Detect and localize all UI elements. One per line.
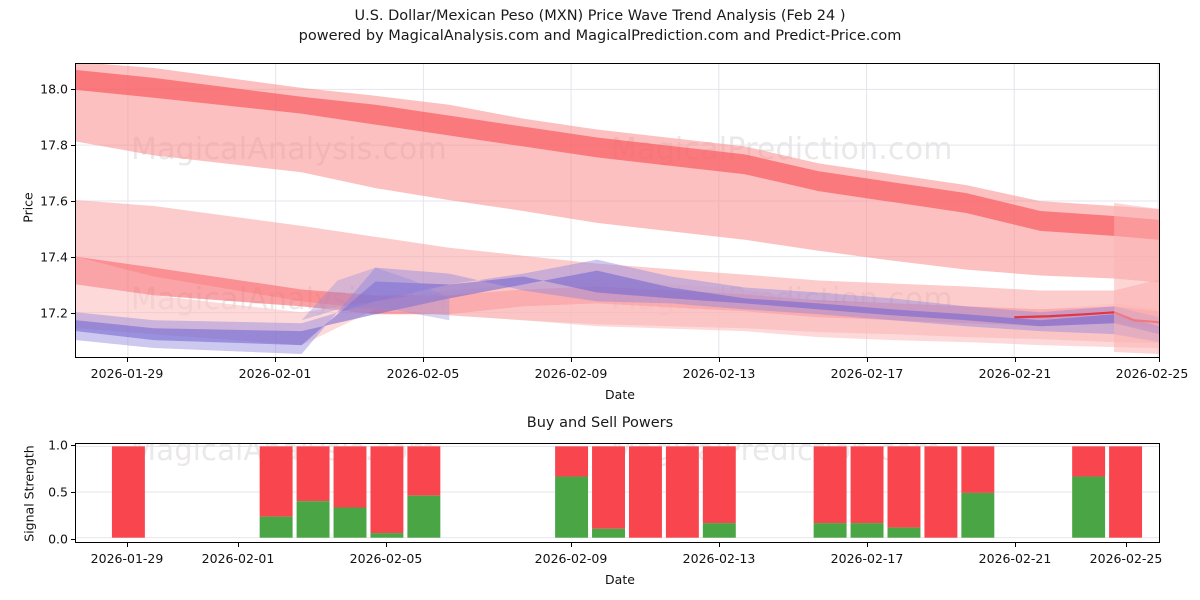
bar-group-2026-02-12 <box>665 446 699 538</box>
lower-ytick-0-0: 0.0 <box>48 531 68 547</box>
main-ytick-17-2: 17.2 <box>40 305 68 321</box>
bar-group-2026-02-24 <box>1109 446 1143 538</box>
band-upper-red-inner <box>76 69 1159 240</box>
page-title: U.S. Dollar/Mexican Peso (MXN) Price Wav… <box>354 8 846 24</box>
main-ytick-17-4: 17.4 <box>40 249 68 265</box>
bar-group-2026-02-23 <box>1072 446 1106 538</box>
band-wedge-blue <box>301 267 450 321</box>
buy-sell-bars <box>76 445 1159 539</box>
lower-xtick-4: 2026-02-13 <box>682 551 756 566</box>
bar-group-2026-02-02 <box>259 446 293 538</box>
band-blue-inner <box>76 270 1159 346</box>
main-ytick-17-8: 17.8 <box>40 137 68 153</box>
lower-xtick-0: 2026-01-29 <box>90 551 164 566</box>
buy-sell-powers-plot: MagicalAnalysis.com MagicalPrediction.co… <box>75 443 1160 543</box>
bar-group-2026-02-09 <box>555 446 589 538</box>
bar-group-2026-02-13 <box>702 446 736 538</box>
band-right-flare <box>1114 203 1159 355</box>
bar-group-2026-02-16 <box>813 446 847 538</box>
bar-group-2026-02-06 <box>407 446 441 538</box>
bar-group-2026-02-05 <box>370 446 404 538</box>
lower-x-axis-label: Date <box>605 572 635 587</box>
lower-chart-title: Buy and Sell Powers <box>526 415 674 431</box>
main-ytick-17-6: 17.6 <box>40 193 68 209</box>
lower-ytick-1-0: 1.0 <box>48 437 68 453</box>
main-xtick-3: 2026-02-09 <box>534 366 608 381</box>
main-ytick-18-0: 18.0 <box>40 81 68 97</box>
main-xtick-2: 2026-02-05 <box>386 366 460 381</box>
band-lower-pale-red <box>76 278 1159 349</box>
lower-xtick-3: 2026-02-09 <box>534 551 608 566</box>
main-xtick-5: 2026-02-17 <box>830 366 904 381</box>
bar-group-2026-01-29 <box>111 446 145 538</box>
chart-title-block: U.S. Dollar/Mexican Peso (MXN) Price Wav… <box>0 6 1200 46</box>
page-subtitle: powered by MagicalAnalysis.com and Magic… <box>298 28 902 44</box>
main-xtick-7: 2026-02-25 <box>1115 366 1189 381</box>
bar-group-2026-02-04 <box>333 446 367 538</box>
price-wave-plot: MagicalAnalysis.com MagicalPrediction.co… <box>75 63 1160 358</box>
bar-group-2026-02-19 <box>924 446 958 538</box>
lower-xtick-7: 2026-02-25 <box>1089 551 1163 566</box>
price-wave-bands <box>76 64 1159 357</box>
main-xtick-4: 2026-02-13 <box>682 366 756 381</box>
lower-xtick-1: 2026-02-01 <box>201 551 275 566</box>
main-xtick-6: 2026-02-21 <box>978 366 1052 381</box>
main-x-axis-label: Date <box>605 387 635 402</box>
bar-group-2026-02-20 <box>961 446 995 538</box>
lower-ytick-0-5: 0.5 <box>48 484 68 500</box>
bar-group-2026-02-17 <box>850 446 884 538</box>
lower-xtick-6: 2026-02-21 <box>978 551 1052 566</box>
bar-group-2026-02-18 <box>887 446 921 538</box>
bar-group-2026-02-10 <box>592 446 625 538</box>
bar-group-2026-02-03 <box>296 446 330 538</box>
main-xtick-0: 2026-01-29 <box>90 366 164 381</box>
main-xtick-1: 2026-02-01 <box>238 366 312 381</box>
lower-xtick-2: 2026-02-05 <box>349 551 423 566</box>
lower-xtick-5: 2026-02-17 <box>830 551 904 566</box>
bar-group-2026-02-11 <box>628 446 662 538</box>
